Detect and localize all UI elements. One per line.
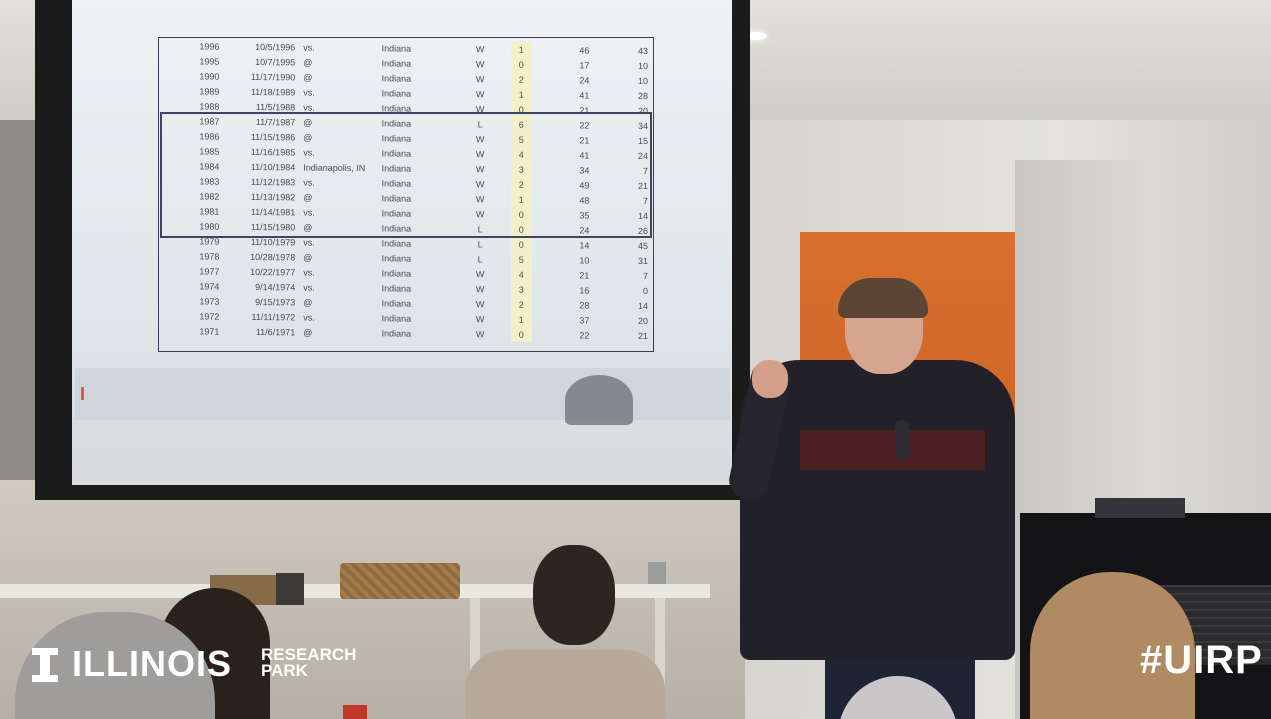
- wicker-basket: [340, 563, 460, 599]
- sweater-stripe: [800, 430, 985, 470]
- can: [648, 562, 666, 584]
- audience-member-head: [533, 545, 615, 645]
- microphone-icon: [895, 420, 909, 460]
- table-leg: [655, 598, 665, 718]
- logo-wordmark: ILLINOIS: [72, 643, 232, 684]
- speaker-hand: [752, 360, 788, 398]
- illinois-block-i-icon: [32, 648, 58, 682]
- audience-member-body: [465, 650, 665, 719]
- books: [276, 573, 304, 605]
- logo-subtitle-line2: PARK: [261, 661, 308, 680]
- table-leg: [470, 598, 480, 718]
- slide-logo-icon: I: [80, 384, 86, 404]
- table-border: [158, 37, 654, 352]
- logo-subtitle: RESEARCH PARK: [261, 645, 357, 680]
- logo-subtitle-line1: RESEARCH: [261, 645, 357, 664]
- table-highlight-box: [160, 112, 652, 238]
- laptop: [1095, 498, 1185, 518]
- head-shadow-on-screen: [565, 375, 633, 425]
- hashtag-watermark: #UIRP: [1140, 638, 1263, 682]
- audience-member: [1030, 572, 1195, 719]
- speaker-body: [740, 360, 1015, 660]
- ceiling-light: [745, 32, 767, 40]
- red-cup: [343, 705, 367, 719]
- speaker-hair: [838, 278, 928, 318]
